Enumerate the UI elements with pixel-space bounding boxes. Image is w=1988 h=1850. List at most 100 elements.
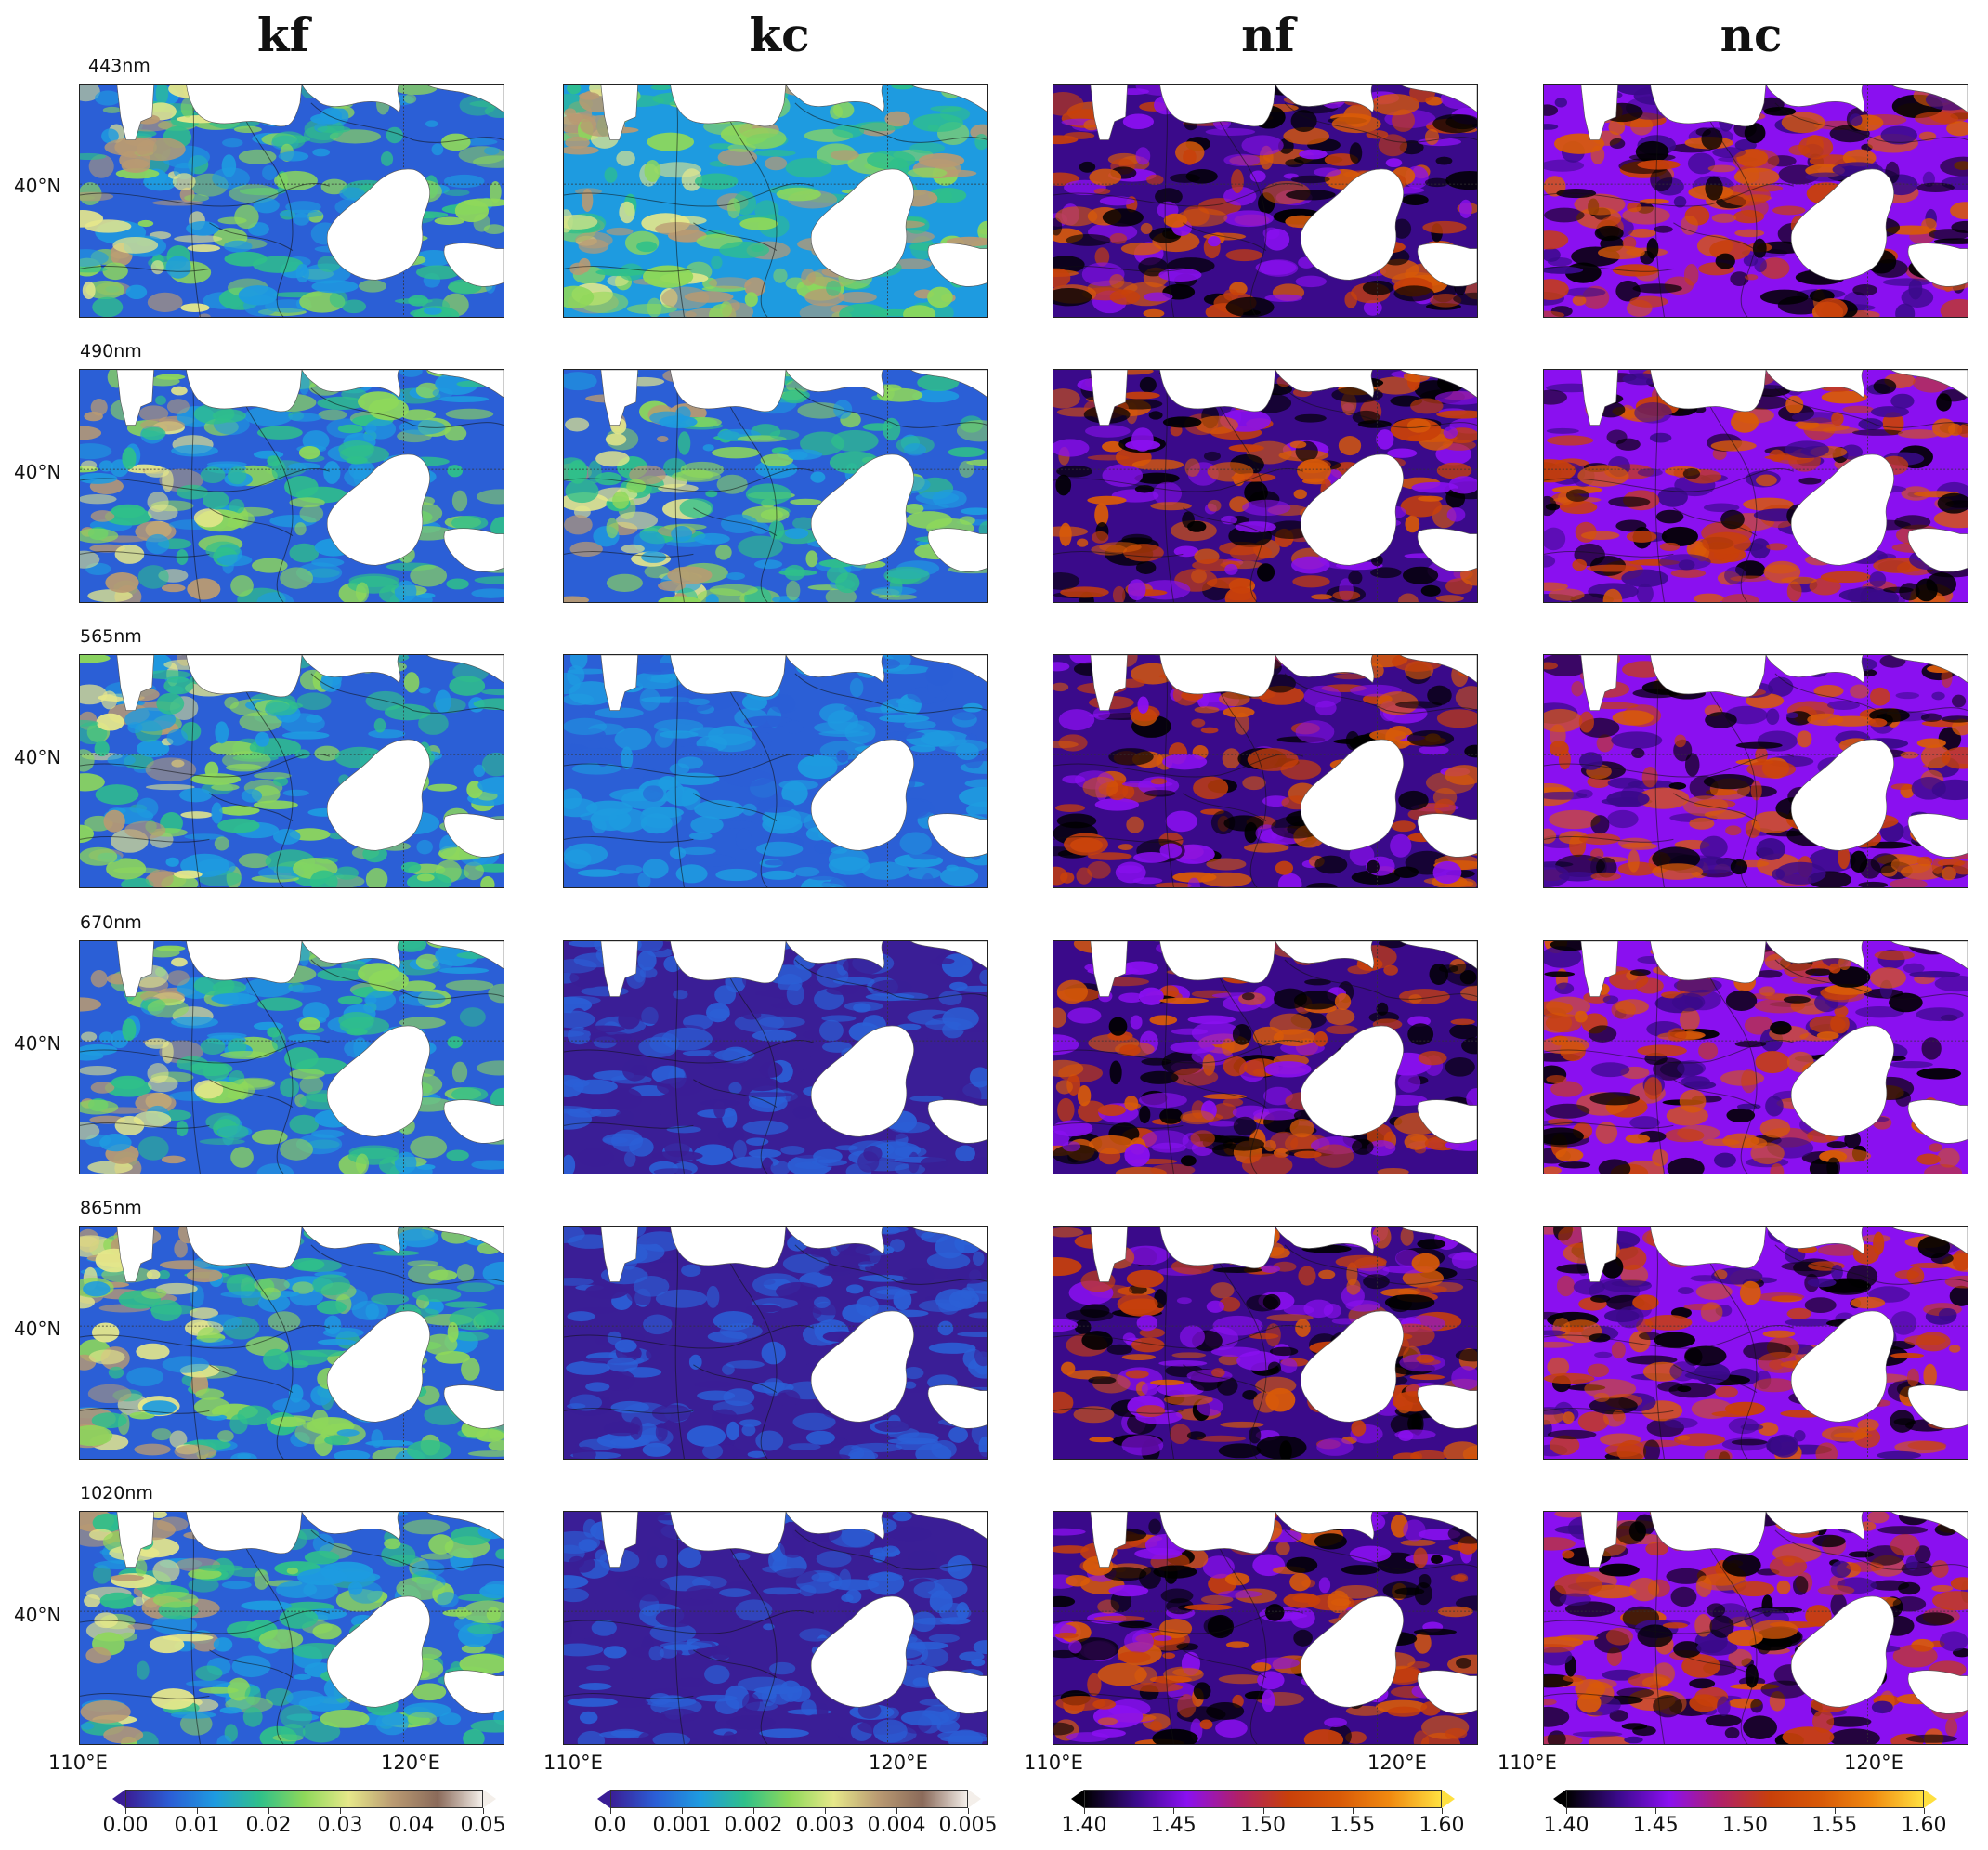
field-blob (1211, 1103, 1237, 1120)
field-blob (273, 170, 318, 190)
field-blob (1089, 168, 1122, 186)
field-blob (166, 399, 190, 414)
province-boundary (564, 182, 814, 207)
field-blob (623, 1150, 636, 1167)
field-blob (1731, 411, 1759, 433)
field-blob (583, 1025, 625, 1033)
province-boundary (1183, 793, 1267, 821)
field-blob (1952, 718, 1968, 736)
province-boundary (1774, 102, 1968, 143)
field-blob (480, 875, 495, 887)
field-blob (902, 1267, 935, 1285)
field-blob (833, 400, 853, 419)
field-blob (1791, 412, 1841, 424)
field-blob (211, 992, 258, 1004)
field-blob (1152, 1728, 1198, 1744)
bohai-sea-mask (1790, 168, 1894, 281)
sea-mask (425, 1512, 504, 1714)
field-blob (227, 1620, 266, 1639)
field-blob (643, 265, 694, 288)
missing-data-mask (1090, 85, 1375, 140)
field-blob (591, 1620, 617, 1636)
field-blob (755, 731, 772, 751)
field-blob (888, 1526, 932, 1542)
field-blob (239, 712, 282, 732)
field-blob (1225, 249, 1263, 262)
field-blob (398, 1228, 439, 1248)
field-blob (1121, 391, 1160, 400)
field-blob (921, 873, 935, 887)
field-blob (1544, 247, 1561, 262)
field-blob (1418, 1573, 1432, 1589)
field-blob (648, 1720, 663, 1733)
field-blob (1395, 701, 1443, 709)
bohai-sea-mask (1790, 453, 1894, 566)
field-blob (1572, 295, 1587, 306)
field-blob (220, 1291, 271, 1298)
field-blob (1391, 820, 1416, 833)
field-blob (1407, 1023, 1434, 1045)
field-blob (1280, 1358, 1298, 1373)
field-blob (1554, 98, 1567, 108)
field-blob (1447, 1252, 1477, 1261)
field-blob (1256, 1436, 1307, 1459)
field-blob (594, 707, 644, 718)
field-blob (619, 263, 644, 282)
field-blob (1249, 170, 1266, 183)
field-blob (726, 1360, 765, 1369)
field-blob (1119, 1044, 1141, 1056)
field-blob (230, 575, 254, 597)
field-blob (1081, 1331, 1113, 1350)
field-blob (1257, 1671, 1285, 1690)
province-boundary (1219, 1263, 1267, 1459)
field-blob (974, 1345, 987, 1367)
field-blob (1170, 1041, 1215, 1054)
field-blob (564, 214, 598, 230)
field-blob (88, 1349, 125, 1365)
field-blob (883, 1707, 899, 1719)
field-blob (1153, 1635, 1172, 1641)
field-blob (828, 856, 870, 875)
field-blob (814, 1296, 831, 1308)
field-blob (977, 220, 987, 243)
field-blob (1193, 776, 1229, 800)
field-blob (1641, 767, 1658, 788)
field-blob (616, 151, 635, 166)
province-boundary (1183, 1649, 1267, 1678)
field-blob (845, 1589, 862, 1604)
field-blob (844, 720, 876, 744)
field-blob (1118, 992, 1145, 1003)
field-blob (927, 124, 939, 131)
field-blob (1416, 1354, 1435, 1363)
field-blob (717, 148, 758, 166)
field-blob (152, 1615, 198, 1634)
field-blob (1135, 147, 1151, 165)
field-blob (841, 1524, 875, 1548)
field-blob (141, 1288, 167, 1299)
field-blob (735, 828, 752, 851)
field-blob (80, 684, 108, 705)
field-blob (467, 1450, 504, 1457)
field-blob (904, 719, 936, 729)
field-blob (1868, 718, 1888, 728)
field-blob (1681, 215, 1698, 235)
field-blob (621, 746, 634, 770)
field-blob (1077, 538, 1089, 547)
map-field (80, 941, 504, 1174)
field-blob (1060, 586, 1109, 598)
field-blob (1314, 855, 1348, 874)
province-boundary (209, 793, 294, 821)
field-blob (572, 1446, 596, 1459)
field-blob (227, 466, 247, 485)
field-blob (1144, 789, 1176, 797)
field-blob (1544, 230, 1569, 250)
field-blob (1921, 217, 1937, 231)
field-blob (1705, 712, 1737, 728)
province-boundary (310, 102, 504, 143)
field-blob (1118, 844, 1133, 851)
field-blob (1255, 1376, 1297, 1395)
field-blob (578, 1683, 612, 1690)
field-blob (1097, 1104, 1126, 1116)
field-blob (317, 125, 351, 134)
field-blob (1620, 842, 1658, 850)
